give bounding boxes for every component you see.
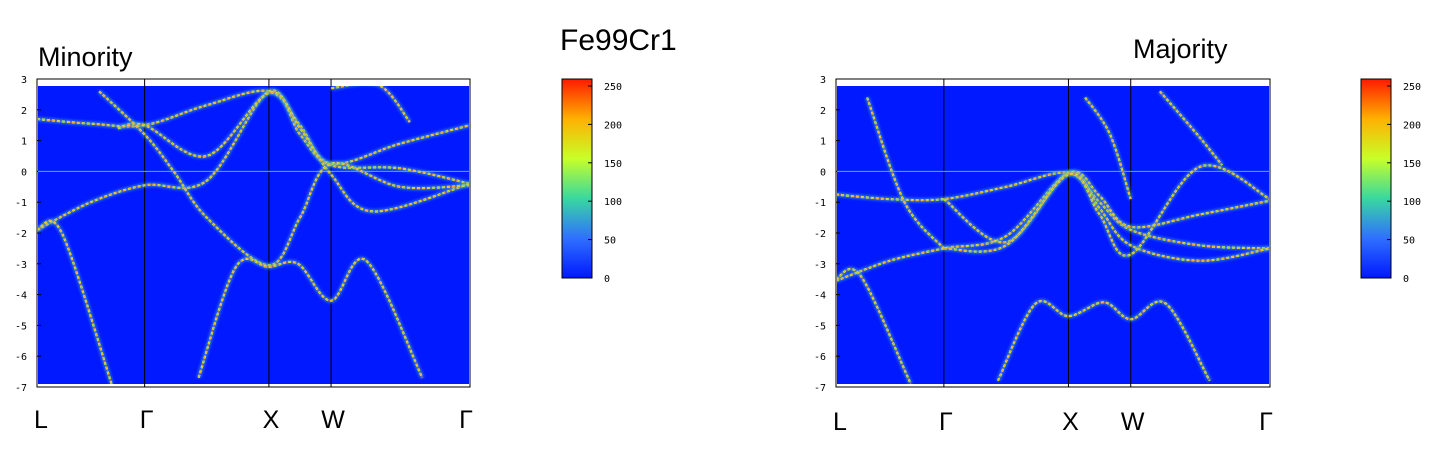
band-core (997, 300, 1211, 381)
k-point-label: L (833, 408, 847, 436)
colorbar (561, 78, 593, 279)
band-core (198, 258, 423, 378)
y-tick-label: -3 (15, 260, 27, 271)
band-core (943, 171, 1269, 262)
k-point-label: Γ (1259, 408, 1273, 436)
k-point-label: Γ (459, 406, 473, 434)
y-tick-label: -2 (15, 229, 27, 240)
panel-title: Majority (1133, 34, 1228, 64)
majority-panel: Majority 3 2 1 0 -1 -2 -3 -4 -5 -6 -7 L Γ X W Γ 250 200 150… (814, 34, 1421, 436)
y-tick-label: -3 (814, 260, 826, 271)
band-core (866, 97, 945, 249)
colorbar-tick-label: 50 (1403, 236, 1415, 247)
figure-title: Fe99Cr1 (560, 24, 677, 57)
y-tick-label: -6 (15, 352, 27, 363)
heatmap-background (837, 86, 1269, 384)
panel-title: Minority (38, 42, 133, 72)
y-tick-label: 0 (21, 167, 27, 178)
y-tick-label: -5 (15, 321, 27, 332)
colorbar-tick-label: 50 (604, 236, 616, 247)
y-tick-label: -7 (15, 383, 27, 394)
k-point-label: L (34, 406, 48, 434)
y-tick-label: -1 (15, 198, 27, 209)
colorbar-tick-label: 150 (1403, 159, 1421, 170)
band-core (943, 164, 1269, 257)
heatmap-background (38, 86, 469, 384)
colorbar-tick-label: 200 (1403, 120, 1421, 131)
y-tick-label: 1 (21, 137, 27, 148)
y-tick-label: 3 (21, 75, 27, 86)
y-tick-label: 2 (21, 106, 27, 117)
y-tick-label: 2 (820, 106, 826, 117)
k-point-label: Γ (140, 406, 154, 434)
band-core (1159, 91, 1223, 166)
colorbar (1360, 78, 1392, 279)
y-tick-label: -1 (814, 198, 826, 209)
y-tick-label: -7 (814, 383, 826, 394)
k-point-label: X (263, 406, 280, 434)
colorbar-tick-label: 100 (1403, 197, 1421, 208)
band-core (117, 92, 469, 212)
y-tick-label: 1 (820, 137, 826, 148)
colorbar-tick-label: 150 (604, 159, 622, 170)
band-core (1084, 97, 1132, 200)
colorbar-tick-label: 250 (604, 82, 622, 93)
bands-layer (38, 86, 469, 384)
y-tick-label: 0 (820, 167, 826, 178)
y-tick-label: -4 (15, 291, 27, 302)
colorbar-tick-label: 0 (1403, 274, 1409, 285)
y-tick-label: -4 (814, 291, 826, 302)
k-point-label: Γ (939, 408, 953, 436)
band-core (38, 220, 112, 384)
band-core (331, 86, 411, 123)
bands-layer (837, 89, 1269, 384)
colorbar-tick-label: 0 (604, 274, 610, 285)
minority-panel: Minority 3 2 1 0 -1 -2 -3 -4 -5 -6 -7 L Γ X W Γ 250 200 150… (15, 42, 622, 434)
k-point-label: X (1062, 408, 1079, 436)
y-tick-label: -5 (814, 321, 826, 332)
colorbar-tick-label: 100 (604, 197, 622, 208)
colorbar-tick-label: 200 (604, 120, 622, 131)
y-tick-label: -2 (814, 229, 826, 240)
k-point-label: W (321, 406, 345, 434)
y-tick-label: 3 (820, 75, 826, 86)
y-tick-label: -6 (814, 352, 826, 363)
band-core (837, 268, 912, 384)
k-point-label: W (1121, 408, 1145, 436)
colorbar-tick-label: 250 (1403, 82, 1421, 93)
